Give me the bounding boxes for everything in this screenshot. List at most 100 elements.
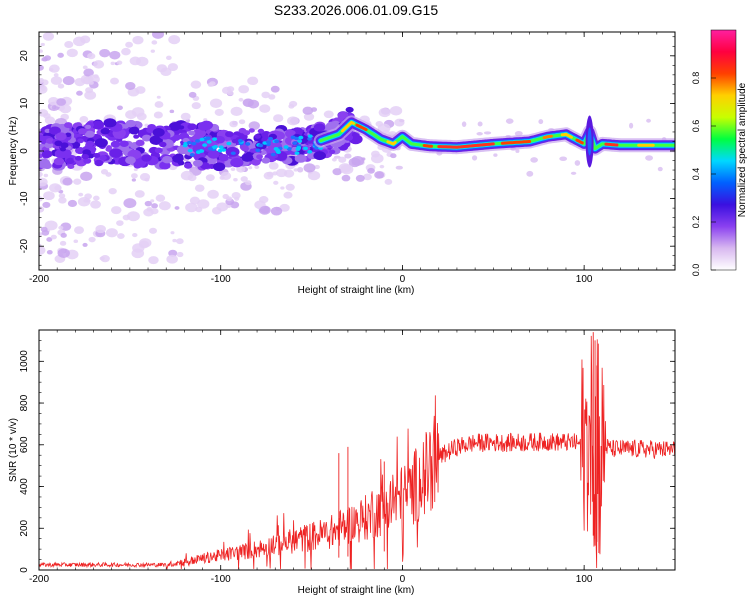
spectrogram-noise-blob — [108, 187, 117, 195]
spectrogram-noise-blob — [303, 163, 316, 173]
spectrogram-blob — [230, 151, 236, 156]
spectrogram-noise-blob — [151, 40, 158, 45]
spectrogram-noise-blob — [158, 201, 171, 211]
spectrogram-blob — [191, 141, 197, 146]
spectrogram-blob — [119, 140, 129, 148]
spectrogram-blob — [254, 134, 261, 139]
spectrogram-blob — [226, 141, 232, 146]
spectrogram-noise-blob — [39, 49, 43, 53]
spectrogram-noise-blob — [60, 232, 67, 238]
spectrogram-blob — [245, 142, 251, 146]
spectrogram-noise-blob — [276, 168, 288, 178]
spectrogram-hot-segment — [542, 134, 553, 140]
spectrogram-blob — [251, 158, 261, 166]
spectrogram-noise-blob — [289, 100, 298, 108]
spectrogram-blob — [255, 148, 261, 153]
spectrogram-noise-blob — [116, 105, 123, 111]
spectrogram-noise-blob — [56, 98, 67, 106]
spectrogram-noise-blob — [333, 155, 341, 159]
spectrogram-noise-blob — [131, 178, 136, 182]
spectrogram-noise-blob — [110, 61, 116, 66]
spectrogram-noise-blob — [226, 196, 233, 202]
spectrogram-blob — [294, 154, 307, 163]
spectrogram-noise-blob — [66, 48, 78, 58]
spectrogram-blob — [141, 154, 152, 162]
colorbar-bar — [710, 29, 737, 271]
spectrogram-noise-blob — [57, 248, 70, 258]
spectrogram-noise-blob — [293, 168, 298, 172]
spectrogram-blob — [60, 142, 69, 149]
spectrogram-hot-segment — [604, 142, 619, 147]
spectrogram-blob — [205, 136, 211, 140]
spectrogram-blob — [154, 147, 163, 154]
spectrogram-noise-blob — [88, 80, 94, 85]
spectrogram-blob — [191, 134, 204, 143]
spectrogram-noise-blob — [340, 164, 354, 175]
spectrogram-blob — [207, 146, 213, 151]
spectrogram-noise-blob — [42, 201, 51, 208]
spectrogram-noise-blob — [238, 85, 250, 94]
spectrogram-noise-blob — [283, 191, 293, 199]
spectrogram-noise-blob — [168, 35, 181, 45]
spectrogram-noise-blob — [526, 170, 534, 177]
spectrogram-blob — [270, 152, 276, 157]
spectrogram-blob — [231, 138, 239, 144]
spectrogram-blob — [84, 130, 95, 138]
spectrogram-blob — [178, 125, 185, 130]
spectrogram-blob — [67, 163, 75, 169]
spectrogram-noise-blob — [493, 153, 498, 157]
spectrogram-blob — [187, 123, 197, 131]
spectrogram-noise-blob — [83, 68, 94, 77]
spectrogram-blob — [256, 154, 263, 160]
spectrogram-noise-blob — [389, 106, 403, 116]
spectrogram-hot-segment — [341, 120, 355, 133]
spectrogram-noise-blob — [185, 202, 198, 213]
y-tick-label: 20 — [19, 50, 30, 62]
spectrogram-blob — [296, 146, 302, 150]
spectrogram-hot-segment — [355, 123, 368, 132]
colorbar-ticks: 0.0 0.2 0.4 0.6 0.8 — [691, 72, 716, 277]
spectrogram-noise-blob — [88, 236, 96, 243]
spectrogram-blob — [113, 130, 125, 139]
spectrogram-blob — [292, 141, 298, 145]
spectrogram-noise-blob — [95, 224, 107, 234]
spectrogram-noise-blob — [172, 238, 177, 243]
colorbar-tick-label: 0.0 — [691, 264, 701, 277]
spectrogram-blob — [274, 139, 280, 144]
x-tick-label: -200 — [29, 574, 49, 585]
spectrogram-noise-blob — [109, 50, 121, 60]
spectrogram-blob — [77, 128, 87, 135]
spectrogram-noise-blob — [238, 97, 244, 102]
spectrogram-noise-blob — [344, 153, 352, 159]
spectrogram-blob — [214, 135, 226, 144]
spectrogram-blob — [189, 153, 195, 157]
spectrogram-noise-blob — [123, 198, 137, 209]
spectrogram-noise-blob — [144, 177, 150, 182]
spectrogram-noise-blob — [41, 229, 50, 236]
spectrogram-noise-blob — [46, 237, 53, 242]
spectrogram-noise-blob — [209, 98, 223, 108]
spectrogram-blob — [176, 144, 190, 155]
spectrogram-hot-segment — [560, 132, 573, 139]
spectrogram-heatmap — [39, 32, 675, 265]
spectrogram-blob — [207, 150, 220, 159]
spectrogram-noise-blob — [230, 106, 243, 117]
spectrogram-noise-blob — [379, 164, 385, 169]
spectrogram-noise-blob — [135, 56, 149, 67]
y-tick-label: 600 — [19, 436, 30, 453]
spectrogram-blob — [187, 148, 193, 153]
spectrogram-noise-blob — [43, 191, 55, 201]
spectrogram-hot-segment — [386, 140, 397, 146]
spectrogram-noise-blob — [87, 52, 96, 60]
spectrogram-noise-blob — [41, 56, 48, 62]
spectrogram-noise-blob — [285, 183, 295, 191]
spectrogram-noise-blob — [39, 177, 48, 187]
spectrogram-noise-blob — [471, 155, 478, 161]
spectrogram-blob — [85, 124, 92, 129]
spectrogram-noise-blob — [165, 55, 172, 60]
spectrogram-blob — [258, 143, 264, 148]
spectrogram-noise-blob — [259, 104, 271, 113]
y-tick-label: -10 — [19, 191, 30, 206]
spectrogram-blob — [297, 139, 303, 143]
spectrogram-noise-blob — [132, 35, 144, 45]
